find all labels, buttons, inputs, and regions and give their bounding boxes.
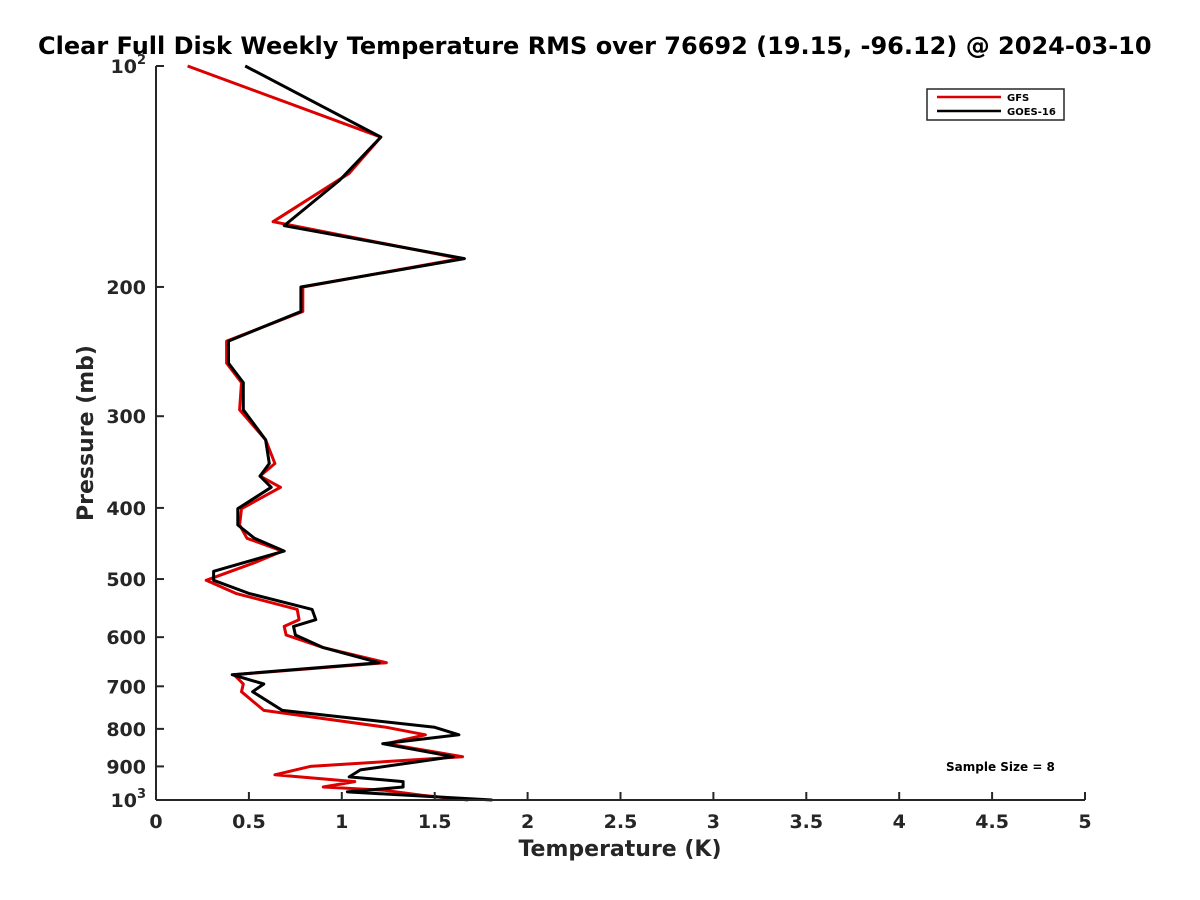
y-tick-label: 102 — [111, 53, 147, 78]
x-axis-ticks: 0 0.5 1 1.5 2 2.5 3 3.5 4 4.5 5 — [149, 792, 1092, 833]
x-tick-label: 5 — [1078, 811, 1091, 833]
y-tick-label: 300 — [106, 406, 146, 428]
y-tick-label: 103 — [111, 787, 147, 812]
plot-area: 0 0.5 1 1.5 2 2.5 3 3.5 4 4.5 5 102 200 300 400 500 600… — [106, 53, 1091, 833]
x-tick-label: 1.5 — [418, 811, 452, 833]
y-tick-label: 400 — [106, 498, 146, 520]
y-axis-label: Pressure (mb) — [74, 345, 99, 521]
legend-label-gfs: GFS — [1007, 93, 1029, 104]
x-axis-label: Temperature (K) — [518, 837, 721, 862]
y-tick-label: 600 — [106, 627, 146, 649]
series-layer — [187, 64, 493, 802]
chart-title: Clear Full Disk Weekly Temperature RMS o… — [38, 32, 1152, 60]
sample-size-annotation: Sample Size = 8 — [946, 760, 1055, 774]
series-line-goes16 — [212, 64, 493, 802]
y-tick-label: 900 — [106, 756, 146, 778]
x-tick-label: 1 — [335, 811, 348, 833]
x-tick-label: 3.5 — [789, 811, 823, 833]
y-tick-label: 200 — [106, 277, 146, 299]
y-axis-ticks: 102 200 300 400 500 600 700 800 900 103 — [106, 53, 164, 812]
x-tick-label: 0 — [149, 811, 162, 833]
series-line-gfs — [187, 64, 469, 802]
x-tick-label: 0.5 — [232, 811, 266, 833]
x-tick-label: 2 — [521, 811, 534, 833]
x-tick-label: 3 — [707, 811, 720, 833]
y-tick-label: 800 — [106, 719, 146, 741]
y-tick-label: 500 — [106, 569, 146, 591]
y-tick-label: 700 — [106, 676, 146, 698]
legend-box — [926, 88, 1065, 121]
x-tick-label: 4.5 — [975, 811, 1009, 833]
x-tick-label: 2.5 — [604, 811, 638, 833]
legend-label-goes16: GOES-16 — [1007, 107, 1056, 118]
legend: GFS GOES-16 — [926, 88, 1065, 121]
x-tick-label: 4 — [893, 811, 906, 833]
